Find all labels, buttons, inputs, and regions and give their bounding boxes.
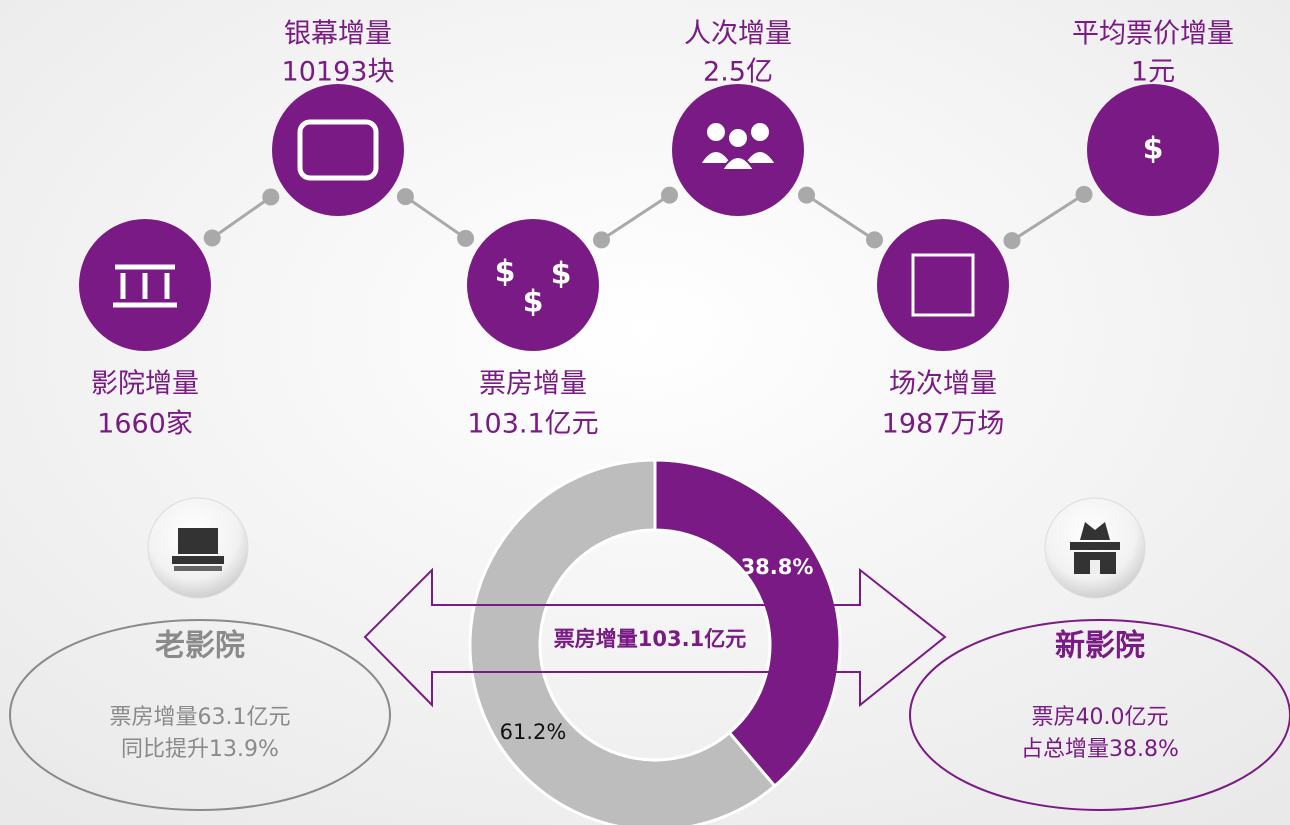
icon-shape: $ bbox=[523, 285, 544, 320]
connector-dot bbox=[1075, 185, 1093, 203]
milestone-icon bbox=[911, 253, 975, 317]
icon-shape: $ bbox=[551, 257, 572, 292]
milestone-circles: 影院增量1660家银幕增量10193块$$$票房增量103.1亿元人次增量2.5… bbox=[79, 19, 1234, 440]
milestone-label: 人次增量 bbox=[684, 19, 792, 50]
connector-dot bbox=[661, 186, 679, 204]
icon-shape bbox=[911, 253, 975, 317]
connector-dot bbox=[866, 231, 884, 249]
milestone-value: 1987万场 bbox=[882, 409, 1005, 440]
milestone-icon: $ bbox=[1143, 132, 1164, 167]
connectors bbox=[203, 185, 1093, 250]
connector-dot bbox=[797, 186, 815, 204]
connector-line bbox=[600, 193, 671, 242]
milestone-circle bbox=[877, 219, 1009, 351]
icon-shape bbox=[113, 264, 177, 308]
new-line: 票房40.0亿元 bbox=[1032, 705, 1169, 730]
connector-dot bbox=[203, 229, 221, 247]
old-ellipse bbox=[9, 619, 391, 811]
milestone-value: 1660家 bbox=[97, 409, 193, 440]
icon-shape: $ bbox=[1143, 132, 1164, 167]
milestone-circle bbox=[1087, 84, 1219, 216]
connector-dot bbox=[396, 188, 414, 206]
milestone-value: 1元 bbox=[1131, 57, 1175, 88]
connector-line bbox=[1011, 193, 1085, 242]
icon-shape bbox=[720, 156, 756, 171]
old-title: 老影院 bbox=[155, 629, 245, 664]
milestone-icon: $$$ bbox=[495, 255, 572, 320]
connector-line bbox=[404, 195, 467, 240]
connector-dot bbox=[262, 188, 280, 206]
milestone-icon bbox=[113, 264, 177, 308]
milestone-circle bbox=[272, 84, 404, 216]
old-icon-glyph bbox=[172, 528, 224, 571]
milestone-value: 2.5亿 bbox=[703, 57, 773, 88]
donut-title: 票房增量103.1亿元 bbox=[554, 627, 746, 651]
milestone-label: 银幕增量 bbox=[284, 19, 392, 50]
old-line: 票房增量63.1亿元 bbox=[110, 705, 291, 730]
new-line: 占总增量38.8% bbox=[1021, 737, 1179, 762]
icon-shape: $ bbox=[495, 255, 516, 290]
icon-shape bbox=[742, 150, 778, 165]
milestone-icon bbox=[698, 123, 778, 171]
milestone-icon bbox=[297, 119, 379, 181]
connector-line bbox=[805, 193, 876, 242]
milestone-label: 平均票价增量 bbox=[1072, 19, 1234, 50]
new-ellipse bbox=[909, 619, 1290, 811]
donut-segment bbox=[653, 458, 842, 789]
donut-label: 38.8% bbox=[741, 555, 814, 579]
milestone-circle bbox=[467, 219, 599, 351]
new-title: 新影院 bbox=[1055, 629, 1145, 664]
connector-line bbox=[211, 195, 272, 240]
new-icon-glyph bbox=[1070, 522, 1120, 574]
milestone-value: 10193块 bbox=[282, 57, 395, 88]
old-line: 同比提升13.9% bbox=[121, 737, 279, 762]
icon-shape bbox=[729, 129, 747, 147]
milestone-label: 票房增量 bbox=[479, 369, 587, 400]
donut-label: 61.2% bbox=[500, 720, 567, 744]
double-arrow bbox=[363, 567, 947, 708]
donut: 38.8% 61.2% bbox=[468, 458, 842, 825]
donut-segment bbox=[468, 458, 777, 825]
icon-shape bbox=[751, 123, 769, 141]
milestone-value: 103.1亿元 bbox=[467, 409, 598, 440]
connector-dot bbox=[457, 229, 475, 247]
icon-shape bbox=[297, 119, 379, 181]
icon-shape bbox=[707, 123, 725, 141]
connector-dot bbox=[592, 231, 610, 249]
connector-dot bbox=[1003, 232, 1021, 250]
milestone-label: 影院增量 bbox=[91, 369, 199, 400]
milestone-label: 场次增量 bbox=[889, 369, 997, 400]
milestone-circle bbox=[672, 84, 804, 216]
